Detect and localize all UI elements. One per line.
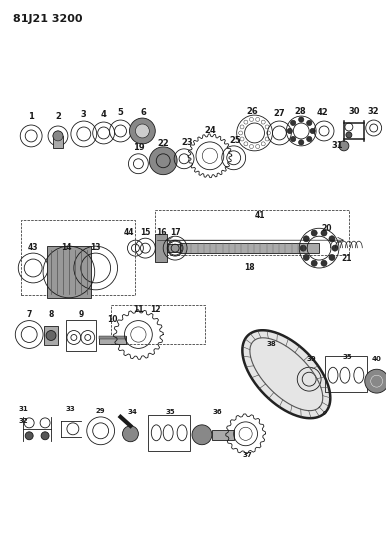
Circle shape: [321, 260, 327, 266]
Circle shape: [299, 117, 304, 122]
Bar: [155, 234, 167, 262]
Text: 4: 4: [101, 110, 106, 119]
Circle shape: [299, 140, 304, 145]
Bar: [155, 211, 349, 255]
Text: 32: 32: [19, 418, 28, 424]
Text: 15: 15: [140, 228, 151, 237]
Text: 28: 28: [295, 107, 306, 116]
Circle shape: [307, 120, 312, 126]
Circle shape: [300, 245, 306, 251]
Bar: [99, 335, 127, 340]
Text: 38: 38: [267, 342, 276, 348]
Text: 25: 25: [230, 136, 241, 146]
Circle shape: [303, 254, 309, 261]
Bar: [180, 243, 319, 253]
Text: 20: 20: [322, 224, 332, 233]
Circle shape: [329, 236, 335, 242]
Text: 11: 11: [133, 305, 144, 314]
Text: 3: 3: [81, 110, 87, 119]
Text: 26: 26: [247, 107, 259, 116]
Text: 23: 23: [181, 139, 193, 148]
Circle shape: [365, 369, 387, 393]
Text: 29: 29: [96, 408, 106, 414]
Text: 19: 19: [133, 143, 144, 152]
Circle shape: [311, 230, 317, 236]
Text: 31: 31: [331, 141, 343, 150]
Text: 40: 40: [372, 357, 382, 362]
Bar: [111, 305, 205, 344]
Text: 18: 18: [244, 263, 255, 272]
Circle shape: [123, 426, 139, 442]
Circle shape: [291, 136, 296, 142]
Text: 37: 37: [243, 451, 252, 458]
Text: 1: 1: [28, 111, 34, 120]
Text: 6: 6: [140, 108, 146, 117]
Text: 12: 12: [150, 305, 161, 314]
Circle shape: [339, 141, 349, 151]
Text: 17: 17: [170, 228, 180, 237]
Bar: [66, 320, 96, 351]
Bar: [44, 326, 58, 345]
Text: 27: 27: [274, 109, 285, 118]
Text: 22: 22: [158, 140, 169, 148]
Text: 35: 35: [165, 409, 175, 415]
Text: 33: 33: [66, 406, 76, 412]
Text: 44: 44: [123, 228, 134, 237]
Text: 36: 36: [213, 409, 223, 415]
Circle shape: [53, 131, 63, 141]
Circle shape: [310, 128, 315, 134]
Text: 14: 14: [61, 243, 71, 252]
Text: 31: 31: [18, 406, 28, 412]
Text: 32: 32: [368, 107, 380, 116]
Bar: [47, 246, 91, 298]
Circle shape: [135, 124, 149, 138]
Circle shape: [41, 432, 49, 440]
Text: 8: 8: [48, 310, 54, 319]
Bar: [148, 415, 190, 451]
Text: 43: 43: [28, 243, 38, 252]
Polygon shape: [242, 330, 330, 418]
Bar: [53, 136, 63, 148]
Text: 81J21 3200: 81J21 3200: [13, 14, 83, 24]
Circle shape: [321, 230, 327, 236]
Bar: [165, 244, 180, 252]
Text: 2: 2: [55, 111, 61, 120]
Circle shape: [307, 136, 312, 142]
Circle shape: [287, 128, 293, 134]
Circle shape: [130, 118, 155, 144]
Circle shape: [291, 120, 296, 126]
Text: 16: 16: [156, 228, 166, 237]
Circle shape: [303, 236, 309, 242]
Text: 41: 41: [254, 211, 265, 220]
Text: 21: 21: [342, 254, 352, 263]
Text: 7: 7: [26, 310, 32, 319]
Text: 24: 24: [204, 126, 216, 135]
Circle shape: [192, 425, 212, 445]
Text: 35: 35: [342, 354, 352, 360]
Bar: [325, 357, 367, 392]
Text: 13: 13: [91, 243, 101, 252]
Text: 9: 9: [78, 310, 84, 319]
Text: 5: 5: [118, 108, 123, 117]
Circle shape: [329, 254, 335, 261]
Circle shape: [332, 245, 338, 251]
Text: 39: 39: [306, 357, 316, 362]
Text: 34: 34: [127, 409, 137, 415]
Text: 30: 30: [348, 107, 360, 116]
Bar: [212, 430, 234, 440]
Bar: [99, 336, 127, 344]
Circle shape: [25, 432, 33, 440]
Bar: [21, 220, 135, 295]
Text: 10: 10: [107, 315, 118, 324]
Circle shape: [46, 330, 56, 341]
Circle shape: [346, 132, 352, 138]
Circle shape: [311, 260, 317, 266]
Circle shape: [149, 147, 177, 175]
Text: 42: 42: [316, 108, 328, 117]
